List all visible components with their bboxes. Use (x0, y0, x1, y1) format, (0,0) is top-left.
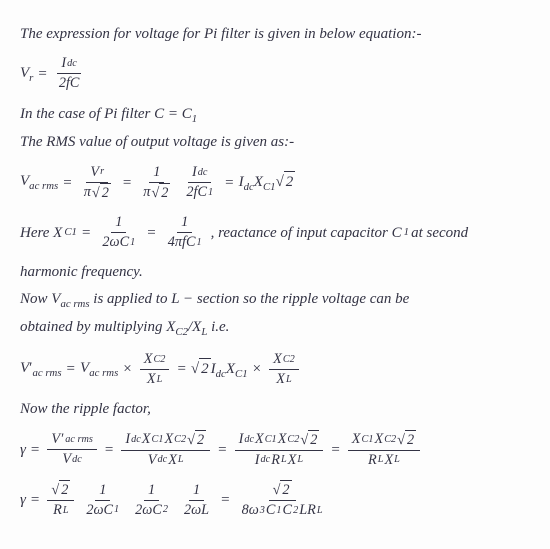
text: In the case of Pi filter C = C (20, 106, 192, 122)
intro-line-3: The RMS value of output voltage is given… (20, 132, 530, 152)
text: i.e. (207, 319, 229, 335)
frac-s2: 1 2ωC1 (82, 481, 123, 520)
text: , reactance of input capacitor C (211, 223, 402, 243)
frac-xc1a: 1 2ωC1 (98, 213, 139, 252)
rhs-term: IdcXC1√2 (239, 171, 296, 195)
equals: = (147, 223, 155, 243)
frac-s3: 1 2ωC2 (131, 481, 172, 520)
frac-s1: √2 RL (47, 480, 74, 520)
equals: = (221, 490, 229, 510)
equation-gamma-2: γ = √2 RL 1 2ωC1 1 2ωC2 1 2ωL = √2 8ω3C1… (20, 480, 530, 520)
text: Here X (20, 223, 62, 243)
subscript: 1 (404, 225, 409, 240)
equals: = (82, 223, 90, 243)
equals: = (177, 359, 185, 379)
var-vacrms: Vac rms (80, 358, 118, 381)
frac-g4: XC1XC2√2 RLXL (348, 430, 420, 470)
frac-xc1b: 1 4πfC1 (164, 213, 206, 252)
equals: = (225, 173, 233, 193)
var-vacrms: Vac rms (20, 171, 58, 194)
subscript: ac rms (60, 298, 89, 310)
frac-final: √2 8ω3C1C2LRL (238, 480, 327, 520)
equation-vprime: V′ac rms = Vac rms × XC2 XL = √2IdcXC1 ×… (20, 350, 530, 389)
gamma: γ (20, 490, 26, 510)
frac-2: 1 π√2 (139, 163, 174, 203)
frac-g3: IdcXC1XC2√2 IdcRLXL (235, 430, 324, 470)
equals: = (67, 359, 75, 379)
equals: = (63, 173, 71, 193)
text: at second (411, 223, 468, 243)
equation-vr: Vr = Idc 2fC (20, 54, 530, 93)
frac-xc2-xl: XC2 XL (140, 350, 170, 389)
frac-idc-2fc: Idc 2fC (55, 54, 84, 93)
text: obtained by multiplying X (20, 319, 175, 335)
equation-xc1-def: Here XC1 = 1 2ωC1 = 1 4πfC1 , reactance … (20, 213, 530, 252)
line-5: Now Vac rms is applied to L − section so… (20, 289, 530, 312)
subscript: C2 (175, 326, 188, 338)
equals: = (31, 490, 39, 510)
equation-gamma-1: γ = V′ac rms Vdc = IdcXC1XC2√2 VdcXL = I… (20, 430, 530, 470)
frac-xc2-xl-2: XC2 XL (269, 350, 299, 389)
equation-vacrms: Vac rms = Vr π√2 = 1 π√2 Idc 2fC1 = IdcX… (20, 163, 530, 203)
text: Now V (20, 291, 60, 307)
frac-g1: V′ac rms Vdc (47, 430, 96, 469)
intro-line-1: The expression for voltage for Pi filter… (20, 24, 530, 44)
frac-1: Vr π√2 (80, 163, 115, 203)
text: is applied to L − section so the ripple … (90, 291, 410, 307)
line-4b: harmonic frequency. (20, 262, 530, 282)
subscript: C1 (64, 225, 77, 240)
equals: = (331, 440, 339, 460)
equals: = (105, 440, 113, 460)
rhs-term: √2IdcXC1 (191, 358, 248, 382)
times: × (253, 359, 261, 379)
line-6: Now the ripple factor, (20, 399, 530, 419)
text: /X (188, 319, 201, 335)
subscript: 1 (192, 113, 197, 125)
times: × (123, 359, 131, 379)
equals: = (31, 440, 39, 460)
var-vr: Vr (20, 63, 33, 86)
frac-s4: 1 2ωL (180, 481, 213, 520)
gamma: γ (20, 440, 26, 460)
frac-g2: IdcXC1XC2√2 VdcXL (121, 430, 210, 470)
intro-line-2: In the case of Pi filter C = C1 (20, 104, 530, 127)
line-5b: obtained by multiplying XC2/XL i.e. (20, 317, 530, 340)
equals: = (218, 440, 226, 460)
equals: = (123, 173, 131, 193)
frac-3: Idc 2fC1 (182, 163, 217, 202)
equals: = (38, 64, 46, 84)
var-vprime: V′ac rms (20, 358, 62, 381)
